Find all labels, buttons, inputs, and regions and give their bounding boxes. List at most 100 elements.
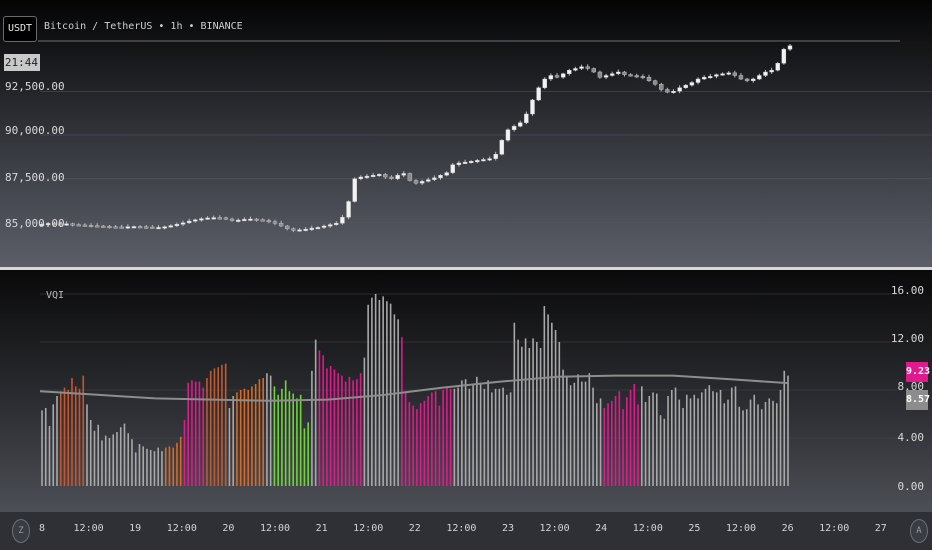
candle-body xyxy=(101,225,106,228)
candle-body xyxy=(536,87,541,101)
vqi-pane[interactable] xyxy=(0,270,932,512)
candle-body xyxy=(609,73,615,76)
time-axis-label: 21 xyxy=(315,523,328,534)
candle-body xyxy=(438,175,443,179)
time-axis-label: 12:00 xyxy=(446,523,477,534)
candle-body xyxy=(248,218,253,221)
candle-body xyxy=(419,181,425,184)
candle-body xyxy=(229,218,235,221)
candle-body xyxy=(107,226,112,229)
candle-body xyxy=(150,226,155,229)
candle-body xyxy=(444,172,449,176)
candle-body xyxy=(76,224,81,227)
candle-body xyxy=(377,174,382,177)
time-axis-label: 12:00 xyxy=(353,523,384,534)
candle-body xyxy=(677,87,682,92)
candle-body xyxy=(659,84,664,90)
time-axis-label: 27 xyxy=(874,523,887,534)
time-axis-label: 24 xyxy=(595,523,608,534)
candle-body xyxy=(726,72,731,75)
symbol-button[interactable]: USDT xyxy=(3,16,37,42)
candle-body xyxy=(573,68,578,71)
time-axis[interactable] xyxy=(0,512,932,550)
candle-body xyxy=(622,71,627,75)
time-axis-label: 12:00 xyxy=(166,523,197,534)
candle-body xyxy=(58,223,63,226)
candle-body xyxy=(199,218,204,221)
candle-body xyxy=(597,71,603,78)
candle-body xyxy=(235,219,241,222)
candle-body xyxy=(358,176,364,179)
time-axis-label: 20 xyxy=(222,523,235,534)
vqi-histogram[interactable] xyxy=(0,270,932,512)
candle-body xyxy=(487,158,492,161)
candle-body xyxy=(315,227,321,230)
candle-body xyxy=(260,219,265,222)
candle-body xyxy=(395,175,400,179)
candle-body xyxy=(193,219,198,222)
candle-body xyxy=(88,225,94,228)
candle-body xyxy=(462,161,468,164)
candle-body xyxy=(64,223,69,226)
candle-body xyxy=(174,224,180,226)
candle-body xyxy=(468,161,474,163)
candle-body xyxy=(708,76,713,79)
candle-body xyxy=(113,226,118,229)
candle-body xyxy=(45,223,51,226)
candle-body xyxy=(180,222,186,225)
candle-body xyxy=(744,78,750,81)
candle-body xyxy=(432,177,437,180)
candle-body xyxy=(272,221,278,224)
pane-separator[interactable] xyxy=(0,267,932,270)
clock-readout: 21:44 xyxy=(4,54,40,71)
auto-scale-button[interactable]: A xyxy=(910,519,928,543)
candle-body xyxy=(266,220,272,223)
scroll-left-button[interactable]: Z xyxy=(12,519,30,543)
candle-body xyxy=(671,91,676,93)
candle-body xyxy=(714,74,719,77)
price-axis-label: 90,000.00 xyxy=(5,124,65,137)
candlestick-chart[interactable] xyxy=(0,0,932,268)
candle-body xyxy=(223,217,229,220)
candle-body xyxy=(401,173,406,176)
price-pane[interactable] xyxy=(0,0,932,268)
chart-title: Bitcoin / TetherUS • 1h • BINANCE xyxy=(44,21,243,32)
candle-body xyxy=(144,226,149,229)
candle-body xyxy=(567,70,572,74)
candle-body xyxy=(39,224,45,226)
vqi-average-badge: 8.57 xyxy=(906,390,930,410)
candle-body xyxy=(720,73,725,76)
time-axis-label: 12:00 xyxy=(73,523,104,534)
vqi-value-badge: 9.23 xyxy=(906,362,930,382)
candle-body xyxy=(254,218,259,221)
candle-body xyxy=(119,226,124,229)
candle-body xyxy=(52,223,57,226)
price-axis-label: 92,500.00 xyxy=(5,80,65,93)
candle-body xyxy=(769,70,774,73)
candle-body xyxy=(327,224,333,227)
time-axis-label: 19 xyxy=(129,523,142,534)
candle-body xyxy=(211,217,216,220)
indicator-label[interactable]: VQI xyxy=(46,290,65,301)
candle-body xyxy=(603,75,609,78)
time-axis-label: 12:00 xyxy=(259,523,291,534)
candle-body xyxy=(616,71,621,74)
candle-body xyxy=(168,225,173,228)
candle-body xyxy=(781,49,787,64)
candle-body xyxy=(646,77,652,81)
candle-body xyxy=(450,164,455,173)
vqi-axis-label: 0.00 xyxy=(897,480,925,493)
candle-body xyxy=(426,179,431,182)
candle-body xyxy=(389,176,394,179)
candle-body xyxy=(775,63,780,71)
candle-body xyxy=(548,75,554,80)
candle-body xyxy=(751,78,756,81)
vqi-average-line xyxy=(39,374,789,402)
time-axis-label: 23 xyxy=(501,523,515,534)
candle-body xyxy=(321,225,327,228)
candle-body xyxy=(499,140,505,155)
candle-body xyxy=(585,66,590,69)
candle-body xyxy=(125,226,131,229)
candle-body xyxy=(94,225,100,228)
